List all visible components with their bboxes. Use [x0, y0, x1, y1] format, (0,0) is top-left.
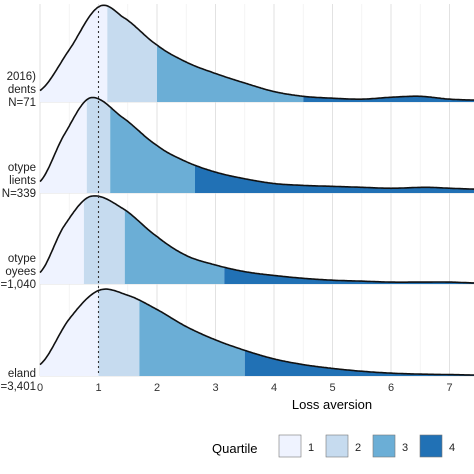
ridge-1	[39, 4, 474, 102]
ridge-3-quartile-1	[40, 200, 84, 284]
ridge-2-quartile-1	[40, 99, 87, 193]
x-tick-label: 7	[446, 382, 452, 394]
ridge-3	[39, 195, 474, 284]
ridges	[39, 4, 474, 376]
ridge-4-quartile-4	[244, 350, 474, 376]
legend-title: Quartile	[212, 441, 258, 456]
ridge-4-quartile-1	[40, 290, 99, 376]
ridge-3-outline	[39, 195, 474, 284]
x-axis-label: Loss aversion	[292, 397, 372, 412]
ridge-1-quartile-3	[157, 45, 304, 102]
ridge-1-outline	[39, 4, 474, 101]
y-label-3-line-2: oyees	[5, 266, 36, 278]
y-label-2-line-3: N=339	[2, 188, 36, 200]
ridge-2-outline	[39, 96, 474, 190]
legend-swatch-3	[372, 434, 396, 458]
x-tick-label: 5	[329, 382, 335, 394]
y-label-2-line-1: otype	[8, 162, 36, 174]
y-label-3-line-1: otype	[8, 253, 36, 265]
y-label-1-line-2: dents	[8, 84, 36, 96]
legend-swatch-2	[325, 434, 349, 458]
y-label-4-line-1: eland	[8, 368, 36, 380]
x-tick-label: 6	[388, 382, 394, 394]
y-label-1-line-1: 2016)	[7, 71, 37, 83]
legend-label-1: 1	[308, 442, 314, 454]
legend-label-4: 4	[449, 442, 455, 454]
ridge-4-quartile-3	[139, 300, 245, 376]
y-labels: 2016)dentsN=71otypelientsN=339otypeoyees…	[1, 71, 37, 393]
x-tick-label: 3	[212, 382, 218, 394]
ridge-2	[39, 96, 474, 193]
legend-label-3: 3	[402, 442, 408, 454]
x-ticks: 0 1 2 3 4 5 6 7	[37, 382, 453, 394]
x-tick-label: 4	[271, 382, 277, 394]
ridge-3-quartile-4	[224, 267, 474, 284]
ridge-3-quartile-2	[83, 195, 125, 284]
ridge-1-quartile-2	[107, 5, 157, 102]
ridge-2-quartile-4	[195, 165, 474, 193]
ridge-3-quartile-3	[124, 209, 225, 284]
x-tick-label: 2	[154, 382, 160, 394]
ridge-4	[39, 288, 474, 376]
legend: Quartile 1 2 3 4	[212, 434, 455, 458]
ridge-2-quartile-3	[110, 107, 195, 193]
y-label-4-line-2: =3,401	[1, 381, 37, 393]
ridge-4-outline	[39, 288, 474, 376]
y-label-3-line-3: =1,040	[1, 279, 37, 291]
legend-label-2: 2	[355, 442, 361, 454]
ridge-2-quartile-2	[86, 97, 111, 193]
ridge-1-quartile-1	[40, 5, 108, 102]
x-tick-label: 0	[37, 382, 43, 394]
legend-swatch-4	[419, 434, 443, 458]
x-tick-label: 1	[95, 382, 101, 394]
y-label-2-line-2: lients	[9, 175, 36, 187]
y-label-1-line-3: N=71	[8, 97, 36, 109]
legend-swatch-1	[278, 434, 302, 458]
ridge-4-quartile-2	[98, 289, 140, 376]
